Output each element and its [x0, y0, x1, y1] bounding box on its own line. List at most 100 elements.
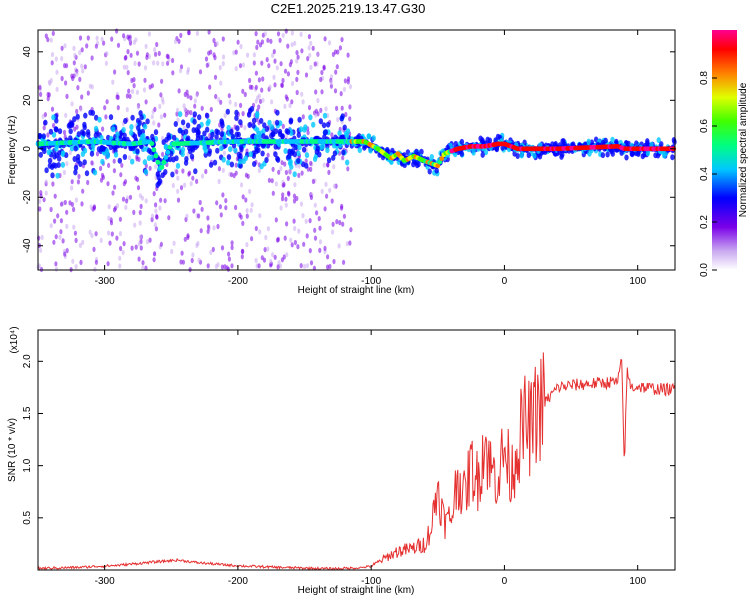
- spectrogram-point: [135, 50, 140, 56]
- spectrogram-point: [110, 231, 114, 237]
- spectrogram-point: [129, 129, 134, 136]
- spectrogram-point: [184, 156, 189, 162]
- spectrogram-point: [241, 111, 245, 117]
- spectrogram-point: [101, 126, 105, 132]
- spectrogram-point: [163, 112, 167, 118]
- spectrogram-point: [198, 69, 203, 75]
- spectrogram-point: [39, 91, 43, 97]
- spectrogram-point: [234, 101, 238, 107]
- spectrogram-point: [135, 156, 139, 162]
- spectrogram-point: [219, 118, 224, 125]
- spectrogram-point: [73, 230, 77, 236]
- spectrogram-point: [70, 179, 74, 185]
- spectrogram-point: [330, 198, 334, 204]
- spectrogram-point: [206, 224, 211, 230]
- spectrogram-point: [204, 168, 208, 175]
- spectrogram-point: [483, 149, 489, 156]
- spectrogram-point: [221, 54, 226, 60]
- spectrogram-point: [118, 255, 122, 261]
- spectrogram-point: [145, 118, 150, 125]
- spectrogram-point: [290, 148, 295, 155]
- spectrogram-point: [526, 152, 531, 159]
- spectrogram-point: [65, 223, 69, 229]
- spectrogram-point: [76, 85, 80, 91]
- spectrogram-point: [218, 65, 222, 71]
- spectrogram-point: [187, 171, 191, 177]
- spectrogram-point: [93, 125, 99, 132]
- spectrogram-point: [88, 83, 92, 89]
- spectrogram-point: [192, 118, 197, 125]
- spectrogram-point: [130, 77, 134, 84]
- spectrogram-point: [326, 162, 330, 168]
- spectrogram-point: [61, 238, 65, 244]
- spectrogram-point: [93, 132, 99, 139]
- spectrogram-point: [226, 266, 230, 272]
- spectrogram-point: [46, 96, 50, 102]
- spectrogram-point: [179, 64, 184, 70]
- spectrogram-point: [228, 146, 233, 153]
- spectrogram-ridge-point: [165, 149, 171, 155]
- spectrogram-ridge-point: [439, 156, 445, 161]
- spectrogram-point: [326, 254, 330, 260]
- spectrogram-point: [236, 151, 242, 158]
- spectrogram-point: [600, 139, 606, 146]
- spectrogram-point: [320, 69, 324, 76]
- spectrogram-point: [172, 134, 177, 141]
- spectrogram-point: [90, 143, 96, 150]
- spectrogram-point: [81, 239, 85, 245]
- spectrogram-point: [645, 138, 650, 145]
- spectrogram-point: [265, 57, 269, 63]
- spectrogram-point: [659, 141, 664, 148]
- spectrogram-ridge-point: [435, 163, 441, 169]
- spectrogram-point: [60, 56, 64, 62]
- spectrogram-point: [153, 129, 159, 136]
- spectrogram-point: [319, 107, 323, 113]
- spectrogram-point: [297, 163, 301, 169]
- spectrogram-point: [99, 145, 105, 152]
- spectrogram-point: [340, 37, 344, 43]
- spectrogram-point: [308, 114, 313, 121]
- spectrogram-point: [307, 45, 311, 51]
- spectrogram-point: [335, 105, 339, 111]
- y-tick-label: 40: [22, 46, 33, 58]
- spectrogram-point: [74, 197, 78, 203]
- spectrogram-point: [656, 137, 661, 144]
- spectrogram-point: [371, 135, 376, 142]
- y-tick-label: 0: [22, 146, 33, 152]
- spectrogram-point: [226, 159, 231, 166]
- spectrogram-point: [119, 245, 123, 252]
- colorbar-tick-label: 0.6: [699, 119, 710, 133]
- spectrogram-point: [259, 163, 264, 170]
- spectrogram-point: [254, 30, 258, 37]
- y-tick-label: -20: [22, 190, 33, 205]
- spectrogram-point: [161, 151, 165, 157]
- spectrogram-point: [341, 221, 345, 227]
- spectrogram-point: [309, 40, 313, 47]
- spectrogram-point: [227, 256, 231, 262]
- spectrogram-point: [82, 159, 87, 166]
- spectrogram-point: [171, 70, 175, 76]
- spectrogram-point: [212, 225, 216, 231]
- spectrogram-point: [82, 124, 87, 131]
- spectrogram-point: [81, 188, 85, 194]
- spectrogram-point: [266, 246, 270, 252]
- spectrogram-point: [51, 114, 56, 121]
- spectrogram-point: [293, 40, 297, 46]
- spectrogram-point: [206, 228, 210, 234]
- spectrogram-point: [263, 31, 267, 37]
- spectrogram-point: [283, 235, 287, 241]
- spectrogram-point: [279, 205, 283, 211]
- spectrogram-point: [260, 150, 265, 157]
- spectrogram-point: [325, 193, 329, 199]
- spectrogram-point: [187, 29, 191, 36]
- spectrogram-point: [239, 102, 243, 108]
- spectrogram-point: [177, 127, 182, 134]
- spectrogram-point: [49, 223, 53, 229]
- spectrogram-point: [51, 30, 55, 36]
- spectrogram-point: [307, 34, 311, 40]
- spectrogram-point: [185, 122, 191, 129]
- spectrogram-point: [136, 104, 140, 110]
- spectrogram-point: [206, 263, 210, 269]
- spectrogram-point: [267, 177, 271, 183]
- spectrogram-point: [274, 181, 278, 187]
